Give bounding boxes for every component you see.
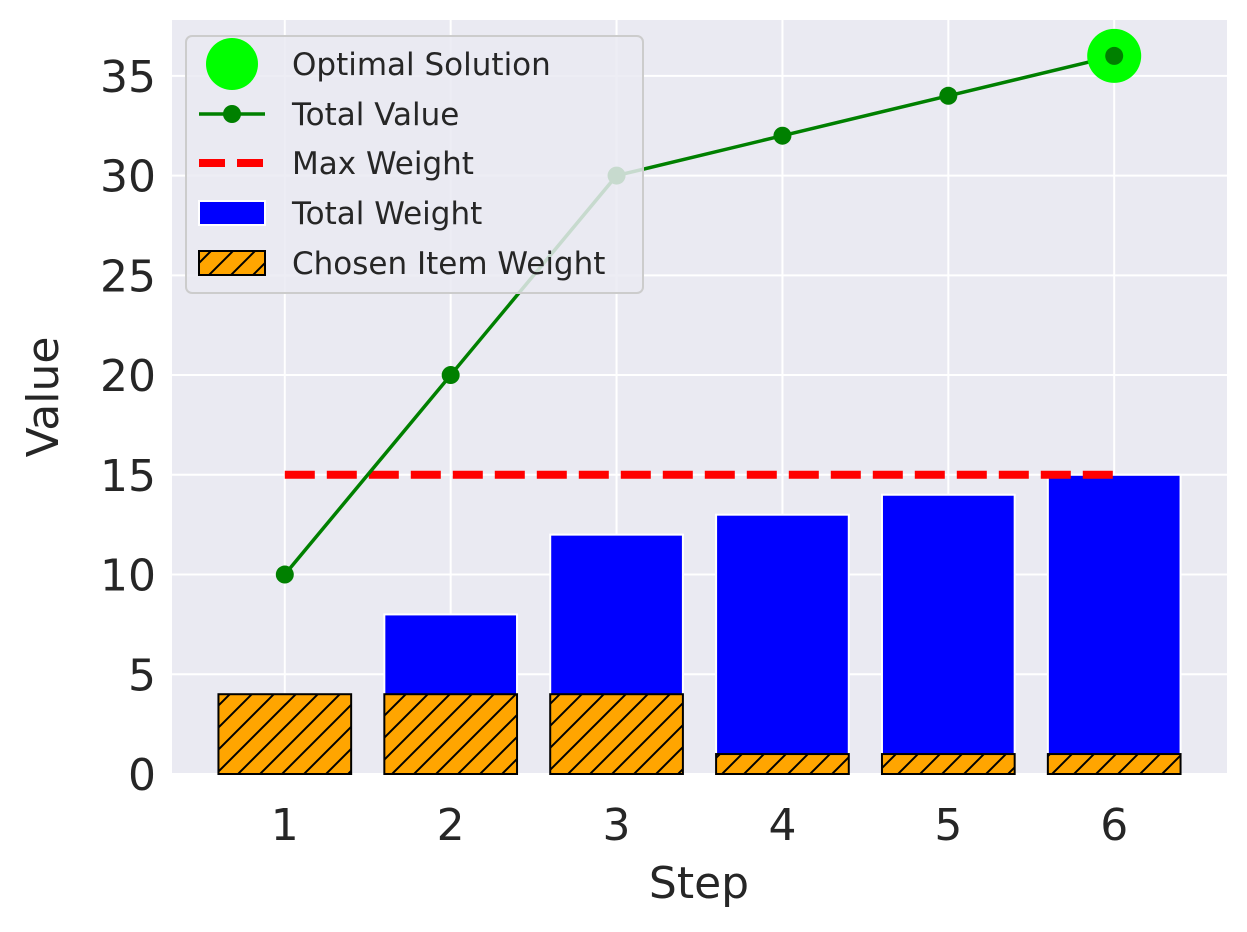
x-tick-label: 2: [437, 800, 465, 851]
chosen-item-weight-bar: [217, 693, 353, 776]
total-value-point: [441, 366, 460, 385]
x-tick-label: 3: [603, 800, 631, 851]
total-value-line: [283, 54, 1115, 576]
legend-total-value-point: [223, 105, 241, 123]
legend-chosen-item-weight-swatch: [198, 250, 266, 276]
legend: Optimal Solution Total Value Max Weight Tot…: [185, 35, 644, 294]
y-tick-label: 5: [128, 650, 156, 701]
total-value-point: [1105, 46, 1124, 65]
chosen-item-weight-bar: [383, 693, 519, 776]
y-tick-label: 30: [100, 152, 156, 203]
legend-optimal-solution-marker: [206, 38, 258, 90]
lines: [275, 28, 1142, 584]
total-weight-bar: [880, 493, 1016, 775]
x-tick-label: 6: [1100, 800, 1128, 851]
total-value-point: [773, 126, 792, 145]
y-tick-label: 15: [100, 451, 156, 502]
legend-total-weight-swatch: [198, 200, 266, 226]
x-tick-label: 5: [934, 800, 962, 851]
x-axis-label: Step: [649, 858, 749, 909]
chosen-item-weight-bar: [880, 753, 1016, 776]
chosen-item-weight-bar: [715, 753, 850, 776]
x-tick-label: 1: [271, 800, 299, 851]
total-weight-bar: [715, 513, 850, 775]
legend-label: Chosen Item Weight: [292, 246, 605, 282]
total-value-point: [939, 86, 958, 105]
legend-label: Total Weight: [291, 196, 482, 232]
y-tick-label: 25: [100, 251, 156, 302]
bars: [217, 473, 1182, 776]
chosen-item-weight-bar: [549, 693, 684, 776]
total-weight-bar: [1046, 473, 1182, 775]
total-value-point: [275, 565, 294, 584]
x-tick-label: 4: [768, 800, 796, 851]
legend-label: Optimal Solution: [292, 47, 551, 83]
legend-label: Total Value: [291, 97, 459, 133]
chosen-item-weight-bar: [1046, 753, 1182, 776]
legend-box: [185, 35, 644, 294]
y-tick-label: 10: [100, 551, 156, 602]
y-tick-label: 20: [100, 351, 156, 402]
legend-label: Max Weight: [292, 146, 474, 182]
y-axis-label: Value: [18, 337, 69, 458]
y-tick-label: 0: [128, 750, 156, 801]
y-tick-label: 35: [100, 52, 156, 103]
tick-labels: 1 2 3 4 5 6 0 5 10 15 20 25 30 35: [100, 52, 1128, 851]
